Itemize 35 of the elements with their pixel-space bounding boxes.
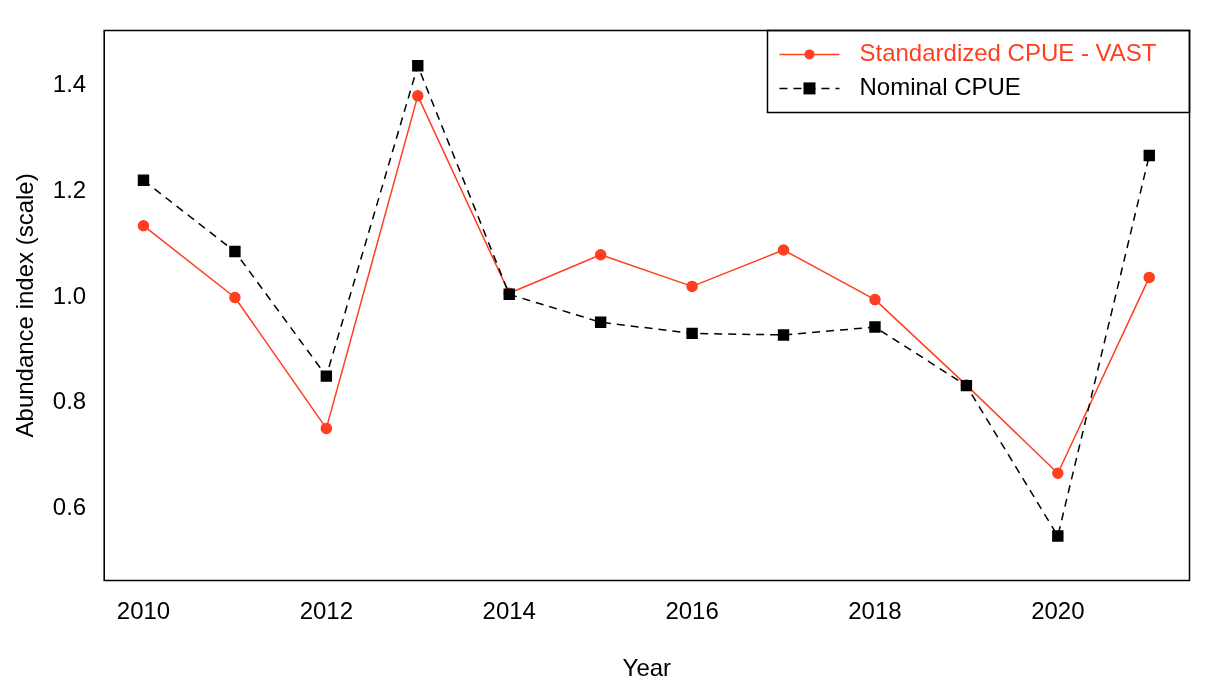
point <box>686 327 698 340</box>
y-tick-label: 1.4 <box>52 70 87 98</box>
point <box>229 291 241 304</box>
x-tick-label: 2012 <box>299 597 354 625</box>
y-tick-label: 1.0 <box>52 281 87 309</box>
point <box>1052 467 1064 479</box>
y-tick-label: 0.6 <box>52 492 87 520</box>
point <box>777 244 790 256</box>
legend-label: Standardized CPUE - VAST <box>859 39 1157 67</box>
point <box>686 280 698 293</box>
point <box>1143 271 1156 284</box>
x-tick-label: 2020 <box>1031 597 1085 625</box>
point <box>777 329 790 341</box>
point <box>869 293 881 306</box>
point <box>320 370 333 382</box>
point <box>412 60 424 72</box>
point <box>229 245 241 258</box>
point <box>1052 530 1064 542</box>
y-tick-label: 0.8 <box>52 387 87 415</box>
x-tick-label: 2010 <box>116 597 171 625</box>
point <box>594 248 607 261</box>
y-tick-label: 1.2 <box>52 176 87 204</box>
x-tick-label: 2018 <box>848 597 902 625</box>
point <box>1143 149 1155 162</box>
legend-label: Nominal CPUE <box>859 73 1021 101</box>
point <box>137 174 150 186</box>
point <box>137 219 150 232</box>
x-axis-title: Year <box>622 654 672 682</box>
x-tick-label: 2016 <box>665 597 719 625</box>
point <box>594 316 607 328</box>
y-axis-title: Abundance index (scale) <box>11 173 39 438</box>
point <box>320 422 333 435</box>
x-tick-label: 2014 <box>482 597 536 625</box>
point <box>869 321 881 333</box>
point <box>412 90 424 102</box>
